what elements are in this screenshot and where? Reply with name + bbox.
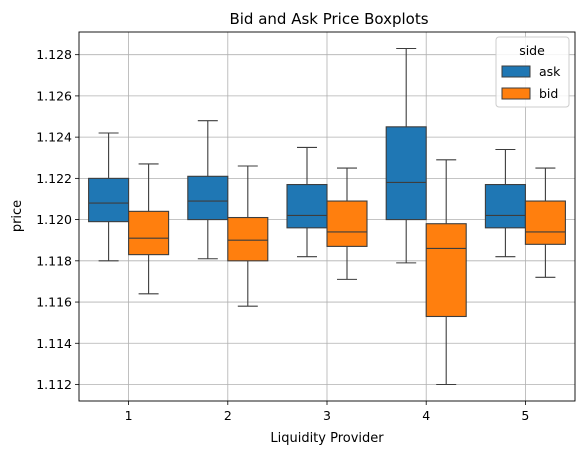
legend: side ask bid: [496, 37, 569, 107]
y-axis-label: price: [10, 200, 25, 232]
legend-title: side: [519, 43, 545, 58]
x-tick-label: 2: [224, 408, 232, 423]
x-axis-label: Liquidity Provider: [270, 431, 384, 446]
x-tick-label: 5: [521, 408, 529, 423]
x-tick-label: 1: [125, 408, 133, 423]
legend-label-bid: bid: [539, 86, 558, 101]
y-tick-label: 1.128: [36, 47, 72, 62]
iqr-box: [228, 218, 268, 261]
chart-title: Bid and Ask Price Boxplots: [229, 10, 428, 28]
x-tick-label: 3: [323, 408, 331, 423]
y-tick-label: 1.112: [36, 377, 72, 392]
y-tick-label: 1.126: [36, 88, 72, 103]
iqr-box: [188, 176, 228, 219]
iqr-box: [525, 201, 565, 244]
iqr-box: [287, 185, 327, 228]
y-tick-label: 1.116: [36, 295, 72, 310]
iqr-box: [386, 127, 426, 220]
iqr-box: [89, 178, 129, 221]
iqr-box: [426, 224, 466, 317]
x-tick-label: 4: [422, 408, 430, 423]
legend-label-ask: ask: [539, 64, 561, 79]
iqr-box: [485, 185, 525, 228]
legend-swatch-ask: [502, 66, 530, 77]
y-tick-label: 1.114: [36, 336, 72, 351]
y-tick-label: 1.120: [36, 212, 72, 227]
y-tick-label: 1.118: [36, 253, 72, 268]
y-tick-label: 1.122: [36, 171, 72, 186]
y-tick-label: 1.124: [36, 130, 72, 145]
iqr-box: [327, 201, 367, 246]
iqr-box: [129, 211, 169, 254]
legend-swatch-bid: [502, 88, 530, 99]
